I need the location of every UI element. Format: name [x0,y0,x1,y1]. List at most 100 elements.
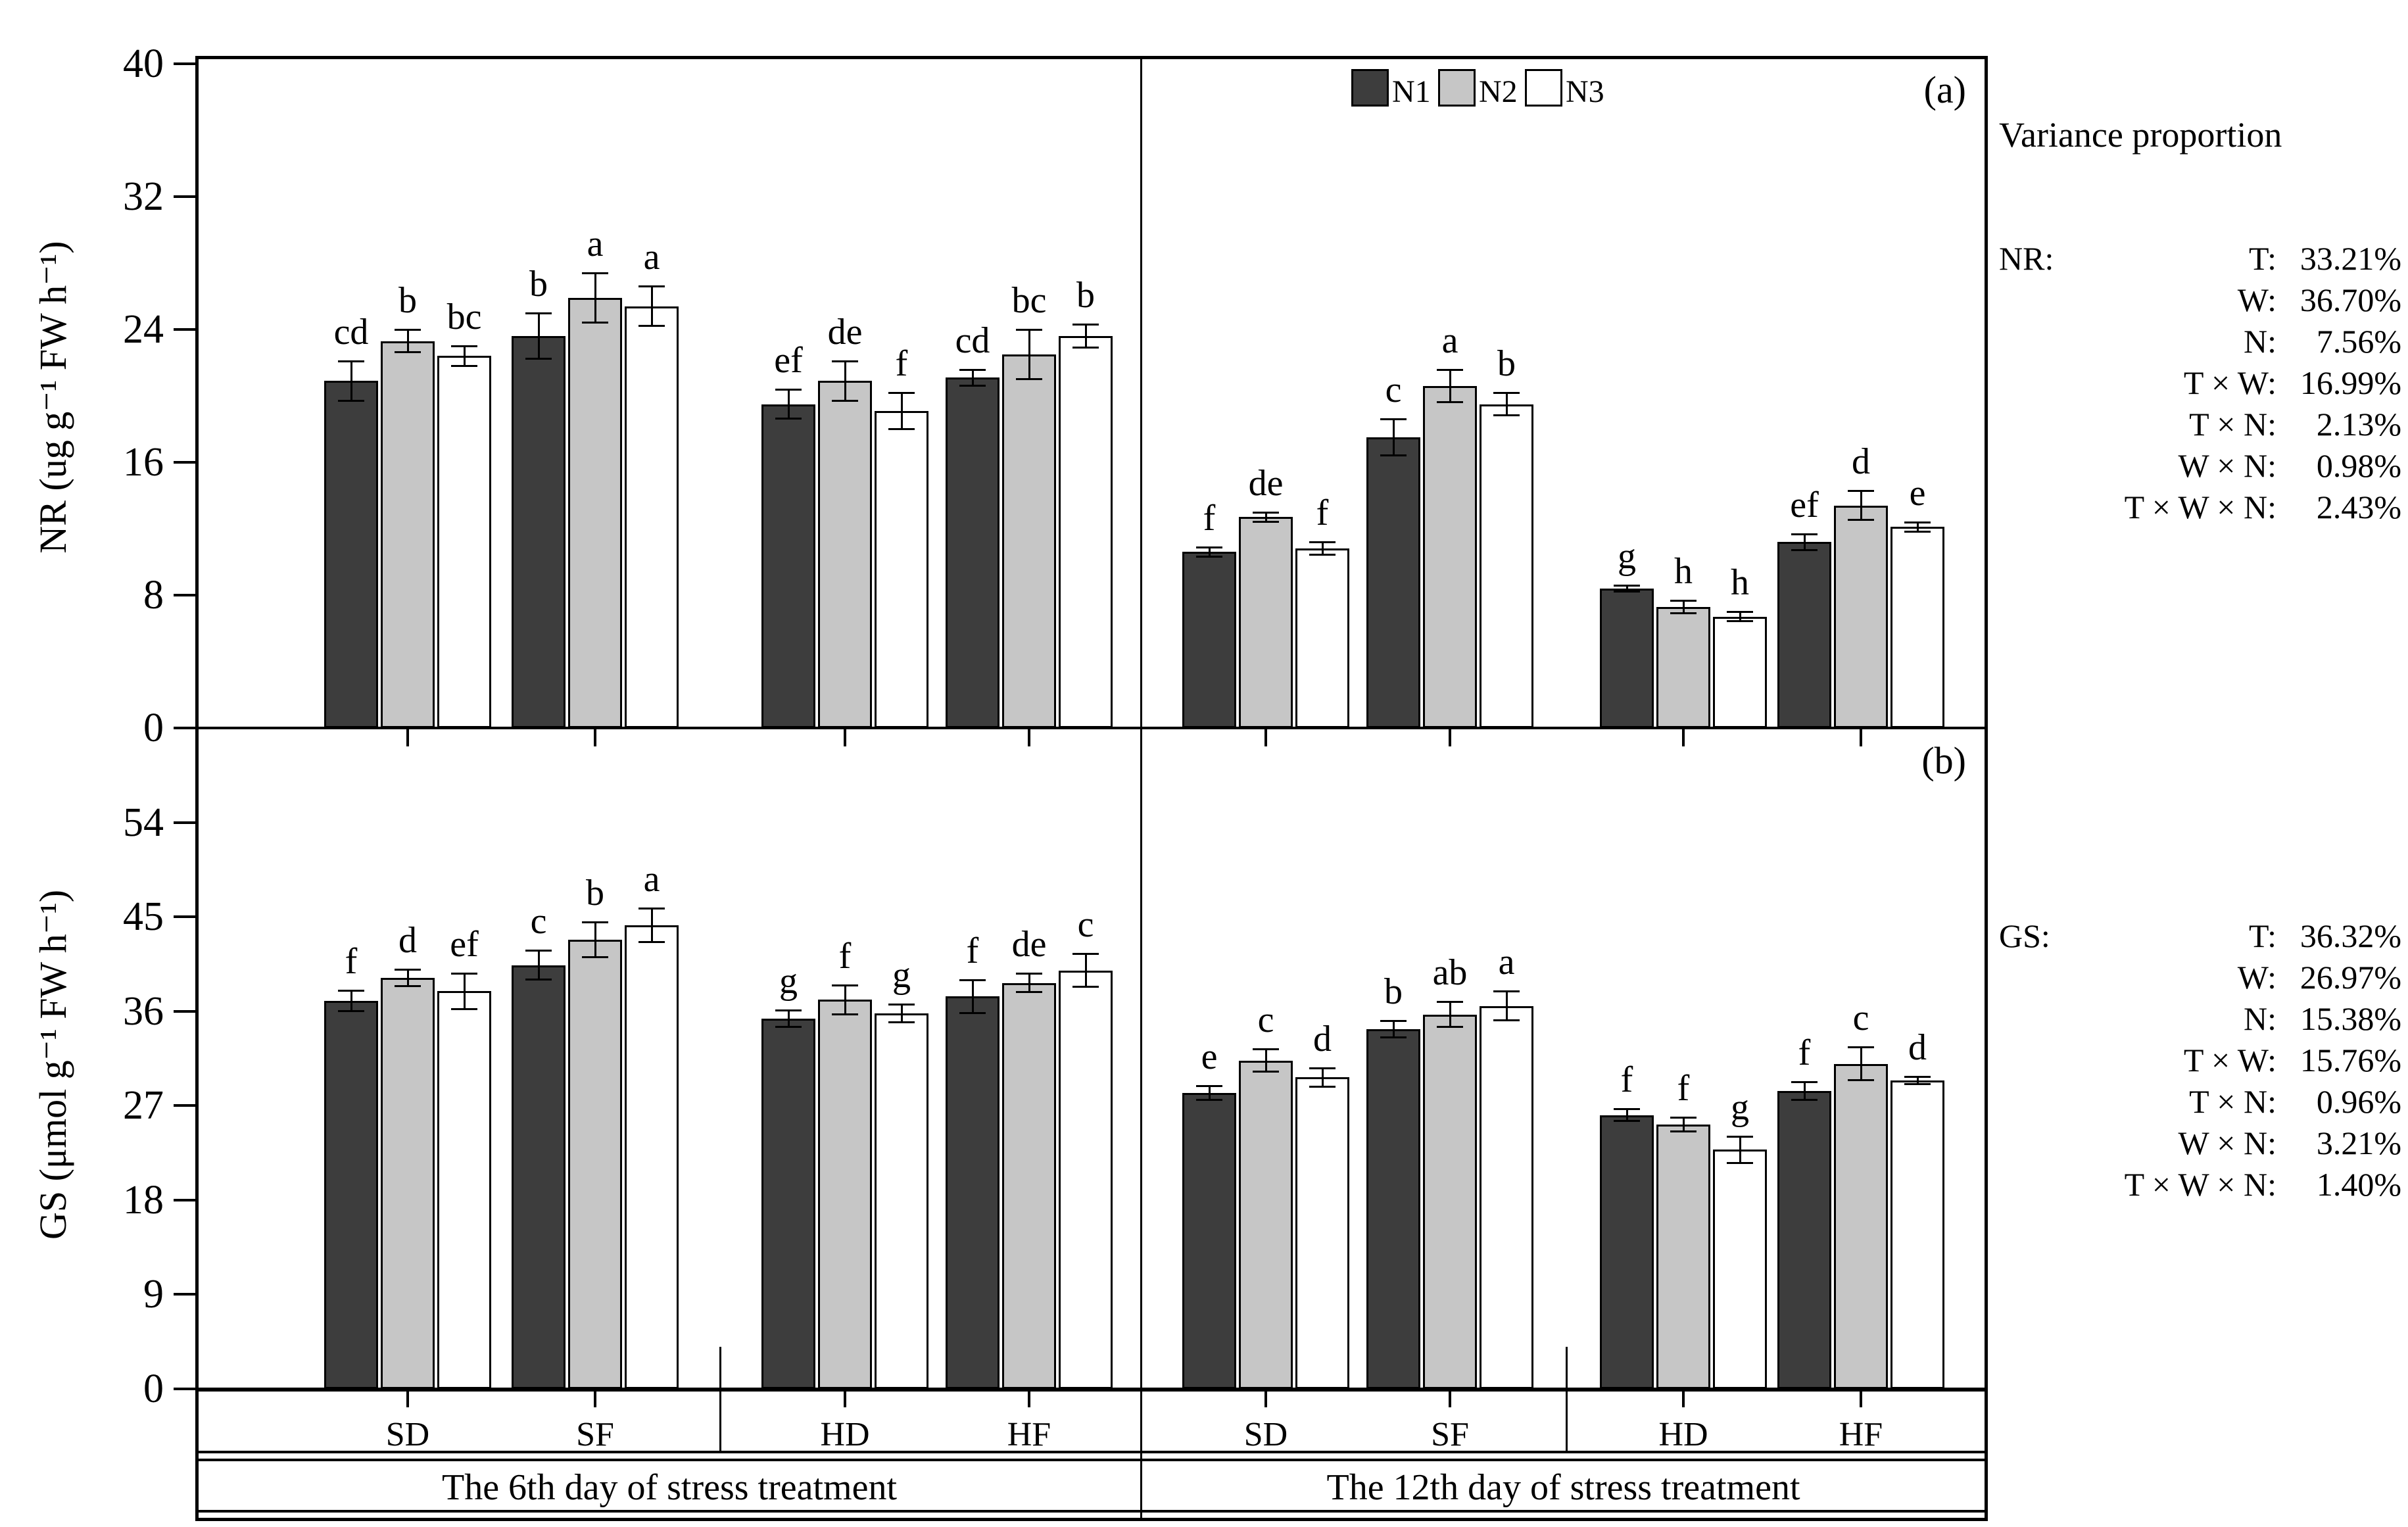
error-bar-cap-bottom [1016,991,1042,994]
x-axis-tick [406,728,409,746]
error-bar-cap-bottom [1309,554,1336,556]
error-bar-cap-top [1493,391,1520,394]
variance-factor: W: [2237,959,2276,996]
significance-letter: f [1203,497,1216,539]
significance-letter: g [1731,1086,1749,1128]
bar [1834,1063,1888,1389]
bar [946,996,999,1389]
variance-row: W: 36.70% [1999,283,2401,316]
bar [437,991,491,1389]
error-bar-cap-bottom [832,399,858,402]
significance-letter: d [1313,1018,1332,1059]
error-bar-whisker [1392,1021,1395,1038]
y-axis-tick [174,821,197,824]
error-bar-whisker [971,369,974,386]
error-bar-cap-bottom [1072,986,1099,988]
bar [875,410,928,728]
error-bar-cap-top [1380,1020,1407,1023]
y-axis-tick [174,328,197,331]
significance-letter: b [1384,971,1403,1013]
x-axis-group-label: HF [1839,1416,1883,1453]
significance-letter: b [1497,343,1516,384]
significance-letter: cd [333,311,369,352]
error-bar-cap-bottom [1072,346,1099,349]
x-axis-tick [844,1389,846,1407]
error-bar-cap-bottom [1791,548,1818,551]
error-bar-whisker [1028,973,1030,993]
variance-row: W × N: 3.21% [1999,1127,2402,1159]
significance-letter: h [1674,550,1693,592]
bar [1002,354,1056,728]
y-axis-tick [174,1293,197,1296]
bar [1002,982,1056,1389]
error-bar-whisker [1321,1067,1324,1087]
significance-letter: ef [774,339,803,381]
error-bar-cap-bottom [775,418,802,420]
x-axis-tick [844,728,846,746]
bar [875,1013,928,1389]
x-axis-group-label: HF [1007,1416,1051,1453]
variance-factor: T × N: [2189,1083,2276,1120]
y-axis-tick [174,1198,197,1201]
x-axis-tick [1682,728,1685,746]
error-bar-cap-bottom [582,321,608,324]
bar [568,940,622,1389]
y-axis-tick-label: 0 [143,706,164,750]
y-axis-tick [174,62,197,65]
variance-prefix: NR: [1999,240,2054,277]
significance-letter: b [398,280,417,321]
error-bar-whisker [650,286,653,326]
error-bar-cap-top [395,329,421,331]
label-row-left-border [195,1388,199,1521]
error-bar-whisker [350,990,352,1011]
error-bar-cap-top [1848,489,1874,492]
variance-value: 0.96% [2316,1083,2401,1120]
variance-prefix [1999,1002,2068,1035]
x-axis-tick [1028,728,1030,746]
variance-prefix: GS: [1999,917,2050,954]
variance-row: N: 7.56% [1999,325,2401,358]
y-axis-tick [174,1388,197,1390]
plot-top-border [195,56,1988,59]
error-bar-cap-top [1848,1046,1874,1049]
error-bar-whisker [1084,324,1087,348]
error-bar-cap-top [1253,1048,1279,1051]
error-bar-cap-bottom [338,399,364,402]
variance-factor: T × W × N: [2124,1166,2276,1203]
significance-letter: g [1618,535,1636,577]
y-axis-tick-label: 8 [143,573,164,618]
variance-factor: T × W × N: [2124,489,2276,525]
y-axis-tick [174,915,197,919]
error-bar-cap-bottom [1614,1120,1640,1123]
bar [1366,1029,1420,1389]
legend-swatch-n1 [1351,69,1389,107]
error-bar-cap-top [832,360,858,362]
bar [625,925,679,1389]
error-bar-cap-bottom [1904,531,1931,533]
variance-title: Variance proportion [1999,115,2282,155]
error-bar-cap-top [1016,973,1042,975]
variance-factor: N: [2244,323,2276,360]
error-bar-cap-bottom [1848,519,1874,521]
error-bar-cap-top [775,388,802,391]
y-axis-tick-label: 36 [123,988,164,1034]
error-bar-whisker [787,389,790,420]
error-bar-cap-top [1727,611,1753,614]
error-bar-whisker [900,1004,903,1023]
y-axis-tick-label: 27 [123,1083,164,1128]
bar [1713,616,1767,728]
center-divider [1140,56,1142,1520]
error-bar-cap-bottom [395,351,421,354]
variance-factor: T × W: [2183,1042,2276,1079]
error-bar-cap-bottom [1380,454,1407,456]
error-bar-cap-bottom [1016,377,1042,380]
error-bar-whisker [1916,1076,1919,1085]
subgroup-divider-12th [1566,1347,1568,1453]
bar [324,1000,378,1389]
variance-prefix [1999,1044,2068,1077]
variance-row: W × N: 0.98% [1999,449,2402,482]
plot-left-border [195,56,199,1392]
significance-letter: bc [446,297,482,338]
variance-row: NR: T: 33.21% [1999,242,2401,275]
